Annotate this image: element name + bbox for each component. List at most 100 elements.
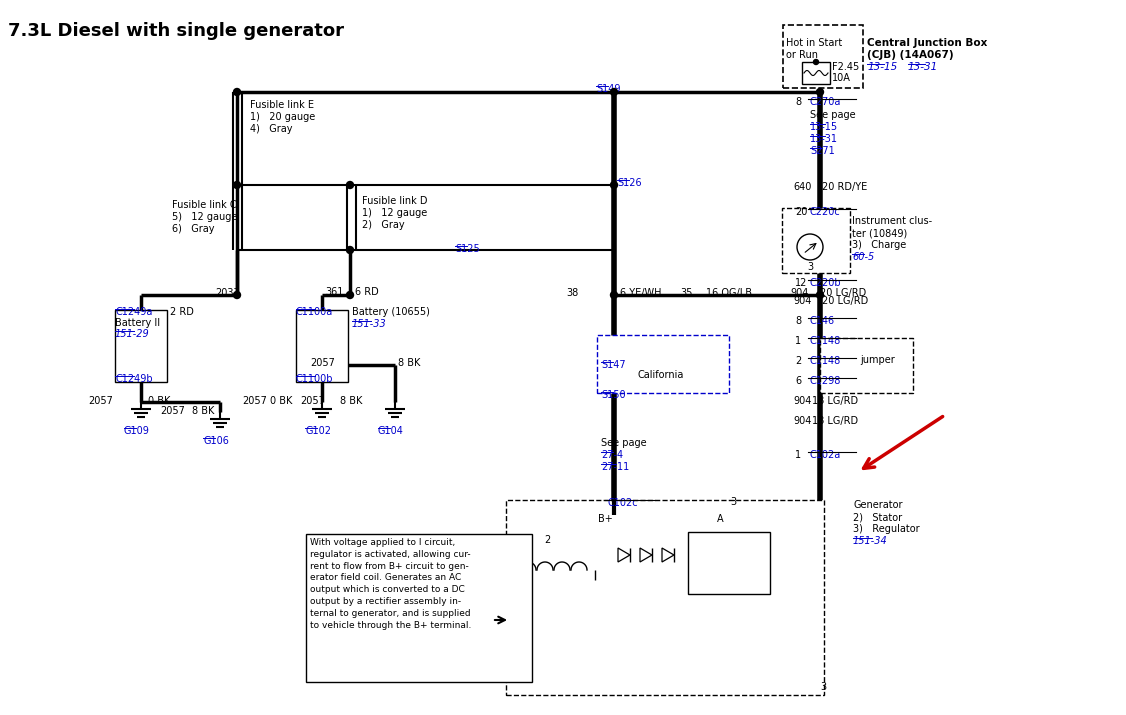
Text: 2057: 2057	[310, 358, 334, 368]
Bar	[506, 500, 824, 695]
Text: 904: 904	[793, 296, 812, 306]
Text: 6)   Gray: 6) Gray	[172, 224, 214, 234]
Text: G109: G109	[124, 426, 150, 436]
Text: S149: S149	[596, 84, 620, 94]
Circle shape	[233, 292, 241, 298]
Text: Battery (10655): Battery (10655)	[352, 307, 430, 317]
Text: or Run: or Run	[786, 50, 817, 60]
Text: G104: G104	[378, 426, 404, 436]
Text: 60-5: 60-5	[852, 252, 874, 262]
Text: 13-31: 13-31	[810, 134, 838, 144]
Text: S271: S271	[810, 146, 834, 156]
Text: 361: 361	[325, 287, 343, 297]
Circle shape	[347, 247, 354, 254]
Text: 13-15: 13-15	[867, 62, 897, 72]
Text: 3: 3	[807, 262, 813, 272]
Text: ter (10849): ter (10849)	[852, 228, 908, 238]
Text: Instrument clus-: Instrument clus-	[852, 216, 932, 226]
Text: C220b: C220b	[810, 278, 841, 288]
Text: 13-31: 13-31	[908, 62, 938, 72]
Text: 3)   Charge: 3) Charge	[852, 240, 906, 250]
Circle shape	[233, 89, 241, 96]
Text: F2.45: F2.45	[832, 62, 859, 72]
Polygon shape	[640, 548, 652, 562]
Text: S150: S150	[601, 390, 626, 400]
Text: C1148: C1148	[810, 356, 841, 366]
Circle shape	[610, 89, 617, 96]
Text: C1100b: C1100b	[296, 374, 333, 384]
Text: C146: C146	[810, 316, 835, 326]
Circle shape	[610, 182, 617, 189]
Text: C1298: C1298	[810, 376, 841, 386]
Text: 27-4: 27-4	[601, 450, 623, 460]
Text: C220c: C220c	[810, 207, 841, 217]
Text: 0 BK: 0 BK	[148, 396, 170, 406]
Circle shape	[347, 182, 354, 189]
Text: 7.3L Diesel with single generator: 7.3L Diesel with single generator	[8, 22, 345, 40]
Text: 2: 2	[795, 356, 802, 366]
Text: C1148: C1148	[810, 336, 841, 346]
Text: 2)   Gray: 2) Gray	[361, 220, 404, 230]
Bar	[306, 534, 531, 682]
Text: G102: G102	[305, 426, 331, 436]
Text: Hot in Start: Hot in Start	[786, 38, 842, 48]
Bar	[783, 25, 863, 88]
Text: 151-29: 151-29	[115, 329, 150, 339]
Bar	[115, 310, 167, 382]
Text: C102c: C102c	[607, 498, 637, 508]
Text: C270a: C270a	[810, 97, 841, 107]
Circle shape	[797, 234, 823, 260]
Text: 4)   Gray: 4) Gray	[250, 124, 293, 134]
Polygon shape	[618, 548, 631, 562]
Text: 20: 20	[795, 207, 807, 217]
Text: S125: S125	[455, 244, 480, 254]
Bar	[688, 532, 770, 594]
Text: 20 LG/RD: 20 LG/RD	[822, 296, 868, 306]
Text: C1249b: C1249b	[115, 374, 153, 384]
Text: 2057: 2057	[242, 396, 267, 406]
Text: 6: 6	[795, 376, 801, 386]
Text: 1)   12 gauge: 1) 12 gauge	[361, 208, 427, 218]
Text: 8 BK: 8 BK	[397, 358, 420, 368]
Text: 27-11: 27-11	[601, 462, 629, 472]
Text: 8: 8	[795, 316, 801, 326]
Text: 38: 38	[566, 288, 579, 298]
Text: See page: See page	[601, 438, 646, 448]
Text: 18 LG/RD: 18 LG/RD	[812, 396, 858, 406]
Text: 8: 8	[795, 97, 801, 107]
Text: 904: 904	[793, 396, 812, 406]
Text: 2)   Stator: 2) Stator	[854, 512, 902, 522]
Text: Fusible link C: Fusible link C	[172, 200, 236, 210]
Text: 20 RD/YE: 20 RD/YE	[822, 182, 867, 192]
Bar	[296, 310, 348, 382]
Text: 1: 1	[795, 336, 801, 346]
Text: 8 BK: 8 BK	[340, 396, 363, 406]
Bar	[781, 208, 850, 273]
Text: Fusible link E: Fusible link E	[250, 100, 314, 110]
Text: 6 RD: 6 RD	[355, 287, 378, 297]
Text: 2057: 2057	[160, 406, 185, 416]
Text: 904: 904	[790, 288, 808, 298]
Bar	[820, 338, 913, 393]
Text: G106: G106	[203, 436, 229, 446]
Text: A: A	[717, 514, 724, 524]
Bar	[802, 62, 830, 84]
Text: 8 BK: 8 BK	[193, 406, 214, 416]
Text: jumper: jumper	[860, 355, 895, 365]
Text: S147: S147	[601, 360, 626, 370]
Text: 12: 12	[795, 278, 807, 288]
Text: 0 BK: 0 BK	[270, 396, 293, 406]
Polygon shape	[662, 548, 674, 562]
Text: 904: 904	[793, 416, 812, 426]
Text: 3: 3	[730, 497, 736, 507]
Text: 1)   20 gauge: 1) 20 gauge	[250, 112, 315, 122]
Text: 20 LG/RD: 20 LG/RD	[820, 288, 866, 298]
Text: 18 LG/RD: 18 LG/RD	[812, 416, 858, 426]
Text: 6 YE/WH: 6 YE/WH	[620, 288, 661, 298]
Text: 2: 2	[544, 535, 551, 545]
Text: C1100a: C1100a	[296, 307, 333, 317]
Text: S126: S126	[617, 178, 642, 188]
Text: 13-15: 13-15	[810, 122, 838, 132]
Circle shape	[610, 292, 617, 298]
Text: (CJB) (14A067): (CJB) (14A067)	[867, 50, 954, 60]
